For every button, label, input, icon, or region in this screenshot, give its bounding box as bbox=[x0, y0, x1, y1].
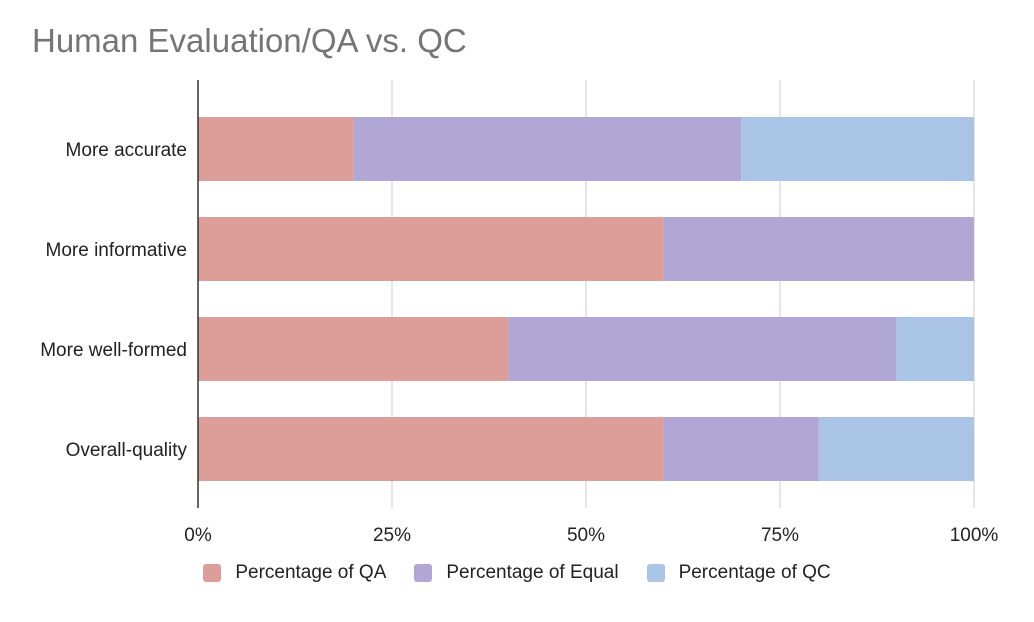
bar-segment bbox=[663, 217, 974, 281]
chart-title: Human Evaluation/QA vs. QC bbox=[32, 22, 467, 59]
legend-label: Percentage of QA bbox=[235, 562, 387, 583]
bars bbox=[198, 117, 974, 481]
legend-item: Percentage of QC bbox=[646, 562, 831, 584]
legend-item: Percentage of Equal bbox=[414, 562, 619, 584]
legend-item: Percentage of QA bbox=[203, 562, 386, 584]
legend-swatch bbox=[203, 564, 222, 582]
x-tick-label: 50% bbox=[567, 525, 605, 546]
x-tick-label: 75% bbox=[761, 525, 799, 546]
bar-segment bbox=[198, 417, 664, 481]
bar-segment bbox=[353, 117, 742, 181]
x-tick-label: 25% bbox=[373, 525, 411, 546]
legend-swatch bbox=[414, 564, 433, 582]
legend-swatch bbox=[646, 564, 665, 582]
legend-label: Percentage of Equal bbox=[446, 562, 619, 583]
x-tick-label: 0% bbox=[184, 525, 212, 546]
category-label: Overall-quality bbox=[66, 440, 188, 461]
x-tick-labels: 0% 25% 50% 75% 100% bbox=[184, 525, 998, 546]
category-label: More informative bbox=[46, 240, 188, 261]
stacked-bar-chart: More accurate More informative More well-f… bbox=[40, 80, 998, 546]
category-label: More well-formed bbox=[40, 340, 187, 361]
category-labels: More accurate More informative More well-f… bbox=[40, 140, 187, 461]
bar-segment bbox=[198, 217, 664, 281]
legend: Percentage of QA Percentage of Equal Perce… bbox=[0, 562, 1034, 584]
bar-segment bbox=[818, 417, 974, 481]
bar-segment bbox=[741, 117, 974, 181]
bar-segment bbox=[663, 417, 819, 481]
bar-segment bbox=[896, 317, 974, 381]
bar-segment bbox=[198, 117, 354, 181]
category-label: More accurate bbox=[66, 140, 187, 161]
bar-segment bbox=[198, 317, 509, 381]
legend-label: Percentage of QC bbox=[678, 562, 831, 583]
x-tick-label: 100% bbox=[950, 525, 999, 546]
bar-segment bbox=[508, 317, 897, 381]
